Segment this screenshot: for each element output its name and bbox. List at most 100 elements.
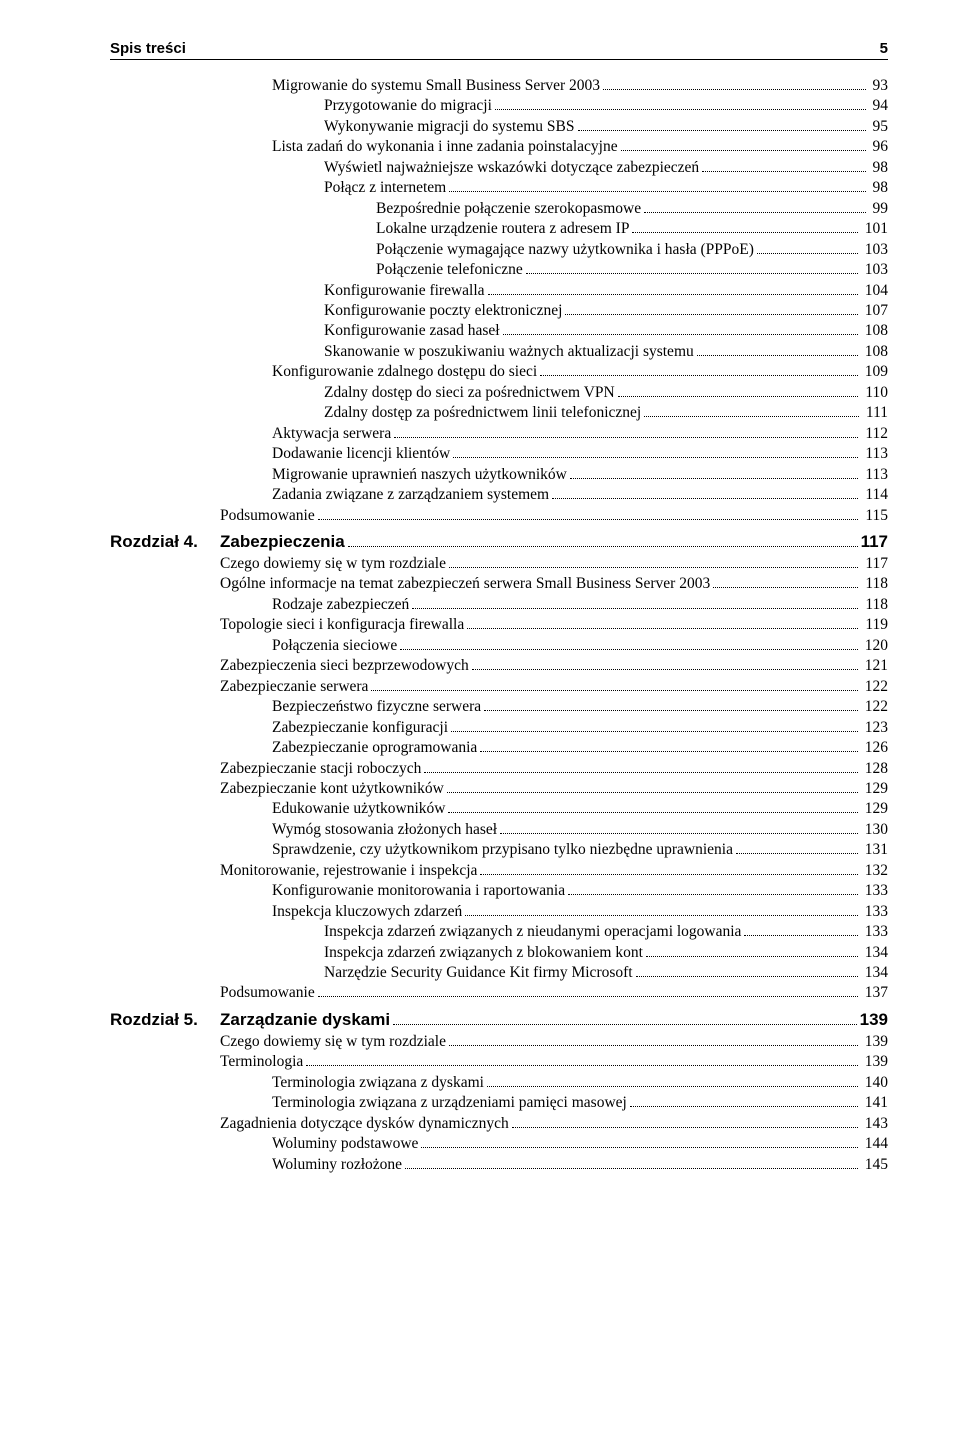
toc-entry-page: 99: [869, 199, 888, 219]
toc-entry: Zagadnienia dotyczące dysków dynamicznyc…: [220, 1114, 888, 1134]
toc-entry-page: 112: [861, 424, 888, 444]
toc-leader-dots: [697, 343, 858, 356]
toc-entry-label: Zabezpieczanie oprogramowania: [272, 738, 477, 758]
toc-leader-dots: [465, 903, 858, 916]
toc-entry-label: Bezpośrednie połączenie szerokopasmowe: [376, 199, 641, 219]
running-header: Spis treści 5: [110, 40, 888, 60]
toc-entry: Inspekcja zdarzeń związanych z nieudanym…: [220, 922, 888, 942]
toc-entry-page: 114: [861, 485, 888, 505]
toc-entry-page: 103: [861, 240, 888, 260]
toc-entry: Woluminy rozłożone 145: [220, 1155, 888, 1175]
chapter-entries: Czego dowiemy się w tym rozdziale 117Ogó…: [110, 554, 888, 1004]
toc-entry: Narzędzie Security Guidance Kit firmy Mi…: [220, 963, 888, 983]
toc-entry-label: Zdalny dostęp do sieci za pośrednictwem …: [324, 383, 615, 403]
toc-entry-page: 134: [861, 943, 888, 963]
toc-leader-dots: [467, 616, 858, 629]
toc-entry-page: 110: [861, 383, 888, 403]
toc-entry-page: 109: [861, 362, 888, 382]
toc-entry: Połączenie wymagające nazwy użytkownika …: [220, 240, 888, 260]
toc-leader-dots: [480, 739, 858, 752]
toc-leader-dots: [405, 1155, 858, 1168]
toc-leader-dots: [702, 159, 865, 172]
chapter-heading: Rozdział 5.Zarządzanie dyskami139: [110, 1010, 888, 1030]
toc-entry-label: Zadania związane z zarządzaniem systemem: [272, 485, 549, 505]
toc-entry-label: Wyświetl najważniejsze wskazówki dotyczą…: [324, 158, 699, 178]
toc-leader-dots: [578, 118, 866, 131]
toc-entry: Podsumowanie 137: [220, 983, 888, 1003]
toc-leader-dots: [306, 1053, 858, 1066]
toc-entry-label: Terminologia związana z urządzeniami pam…: [272, 1093, 627, 1113]
toc-entry-label: Zabezpieczanie stacji roboczych: [220, 759, 421, 779]
toc-entry: Woluminy podstawowe 144: [220, 1134, 888, 1154]
toc-entry-page: 119: [861, 615, 888, 635]
toc-entry-page: 111: [862, 403, 888, 423]
toc-entry-page: 129: [861, 779, 888, 799]
toc-leader-dots: [757, 240, 858, 253]
toc-entry: Migrowanie do systemu Small Business Ser…: [220, 76, 888, 96]
toc-leader-dots: [744, 923, 857, 936]
chapter-heading: Rozdział 4.Zabezpieczenia117: [110, 532, 888, 552]
toc-entry-label: Woluminy rozłożone: [272, 1155, 402, 1175]
toc-leader-dots: [348, 533, 858, 547]
toc-entry: Ogólne informacje na temat zabezpieczeń …: [220, 574, 888, 594]
toc-entry: Połączenie telefoniczne 103: [220, 260, 888, 280]
toc-entry-page: 98: [869, 158, 888, 178]
toc-entry-label: Terminologia związana z dyskami: [272, 1073, 484, 1093]
toc-leader-dots: [453, 445, 858, 458]
toc-entry-label: Konfigurowanie firewalla: [324, 281, 485, 301]
toc-leader-dots: [447, 780, 858, 793]
toc-entry-label: Czego dowiemy się w tym rozdziale: [220, 1032, 446, 1052]
toc-entry: Konfigurowanie zasad haseł 108: [220, 321, 888, 341]
toc-leader-dots: [449, 1033, 858, 1046]
toc-entry: Zdalny dostęp za pośrednictwem linii tel…: [220, 403, 888, 423]
chapter-title: Zarządzanie dyskami: [220, 1010, 390, 1030]
table-of-contents: Migrowanie do systemu Small Business Ser…: [110, 76, 888, 1175]
chapter-prefix: Rozdział 4.: [110, 532, 220, 552]
toc-entry-page: 143: [861, 1114, 888, 1134]
toc-entry-label: Ogólne informacje na temat zabezpieczeń …: [220, 574, 710, 594]
toc-leader-dots: [495, 97, 866, 110]
toc-leader-dots: [603, 77, 866, 90]
toc-entry-page: 121: [861, 656, 888, 676]
toc-entry-label: Przygotowanie do migracji: [324, 96, 492, 116]
toc-entry: Rodzaje zabezpieczeń 118: [220, 595, 888, 615]
toc-leader-dots: [412, 596, 858, 609]
toc-entry-page: 130: [861, 820, 888, 840]
toc-leader-dots: [421, 1135, 857, 1148]
toc-entry-label: Podsumowanie: [220, 506, 315, 526]
toc-entry-label: Połącz z internetem: [324, 178, 446, 198]
toc-entry-page: 95: [869, 117, 888, 137]
toc-entry-label: Zabezpieczanie konfiguracji: [272, 718, 448, 738]
toc-entry-label: Inspekcja kluczowych zdarzeń: [272, 902, 462, 922]
toc-leader-dots: [394, 425, 858, 438]
toc-leader-dots: [449, 179, 865, 192]
toc-entry-page: 103: [861, 260, 888, 280]
toc-entry-page: 104: [861, 281, 888, 301]
toc-entry: Czego dowiemy się w tym rozdziale 117: [220, 554, 888, 574]
toc-entry: Konfigurowanie zdalnego dostępu do sieci…: [220, 362, 888, 382]
toc-leader-dots: [565, 302, 857, 315]
toc-entry-page: 132: [861, 861, 888, 881]
toc-entry: Zabezpieczanie serwera 122: [220, 677, 888, 697]
toc-entry-page: 131: [861, 840, 888, 860]
toc-leader-dots: [644, 404, 859, 417]
toc-entry-label: Połączenie telefoniczne: [376, 260, 523, 280]
toc-entry-page: 134: [861, 963, 888, 983]
toc-leader-dots: [632, 220, 857, 233]
toc-entry-page: 108: [861, 321, 888, 341]
toc-entry-page: 120: [861, 636, 888, 656]
toc-entry-page: 133: [861, 922, 888, 942]
toc-entry-label: Zabezpieczanie serwera: [220, 677, 368, 697]
toc-entry: Połączenia sieciowe 120: [220, 636, 888, 656]
toc-leader-dots: [630, 1094, 858, 1107]
toc-leader-dots: [552, 486, 858, 499]
toc-entry: Inspekcja kluczowych zdarzeń 133: [220, 902, 888, 922]
toc-leader-dots: [449, 555, 858, 568]
toc-entry: Konfigurowanie firewalla 104: [220, 281, 888, 301]
toc-entry-page: 141: [861, 1093, 888, 1113]
chapter-title: Zabezpieczenia: [220, 532, 345, 552]
toc-entry-page: 140: [861, 1073, 888, 1093]
toc-leader-dots: [736, 841, 858, 854]
toc-entry: Wyświetl najważniejsze wskazówki dotyczą…: [220, 158, 888, 178]
toc-entry-page: 145: [861, 1155, 888, 1175]
